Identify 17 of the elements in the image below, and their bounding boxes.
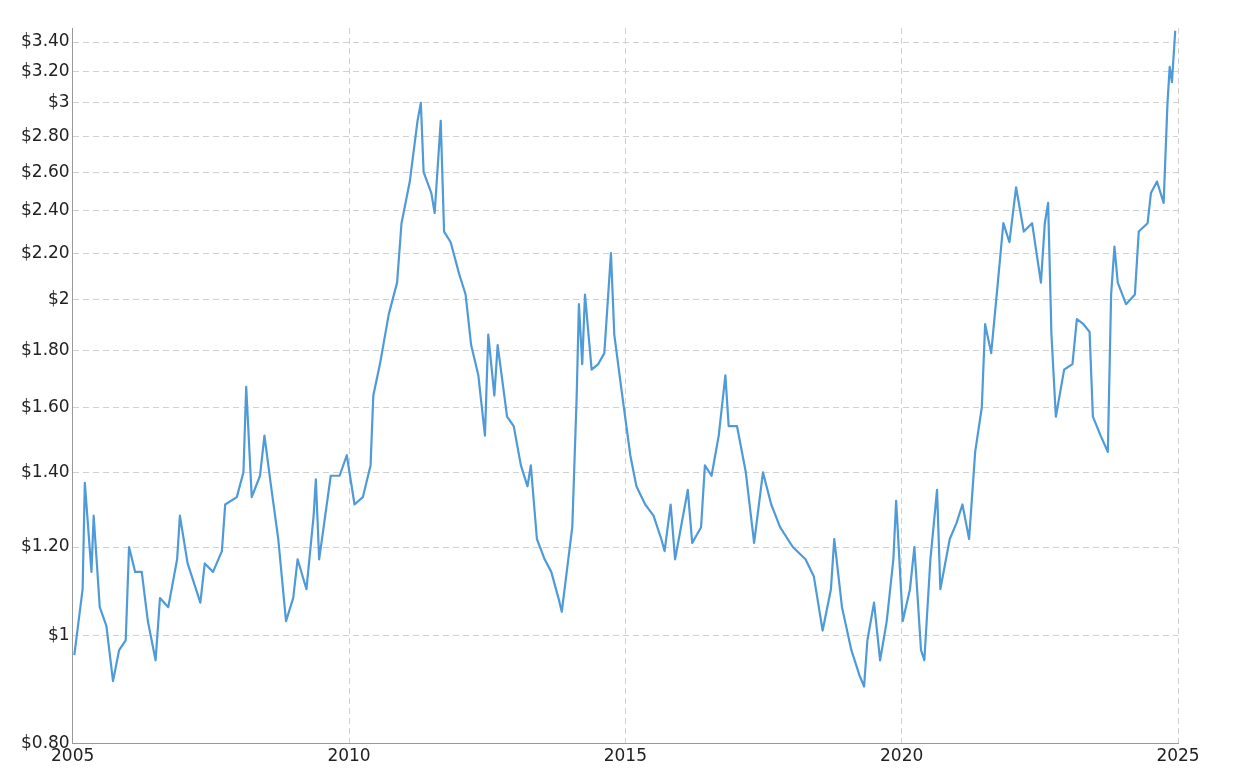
- y-tick-label: $2.20: [21, 241, 70, 262]
- y-tick-label: $3.20: [21, 59, 70, 80]
- x-tick-label: 2025: [1156, 745, 1200, 766]
- y-tick-label: $2.40: [21, 199, 70, 220]
- y-tick-label: $1.80: [21, 338, 70, 359]
- y-tick-label: $1.40: [21, 460, 70, 481]
- y-tick-label: $1.60: [21, 395, 70, 416]
- y-tick-label: $2.60: [21, 160, 70, 181]
- y-tick-label: $1.20: [21, 535, 70, 556]
- y-tick-label: $2: [48, 287, 70, 308]
- x-tick-label: 2010: [327, 745, 371, 766]
- y-tick-label: $1: [48, 623, 70, 644]
- y-tick-label: $2.80: [21, 124, 70, 145]
- y-tick-label: $3.40: [21, 30, 70, 51]
- y-tick-label: $3: [48, 91, 70, 112]
- x-tick-label: 2020: [880, 745, 924, 766]
- x-tick-label: 2015: [603, 745, 647, 766]
